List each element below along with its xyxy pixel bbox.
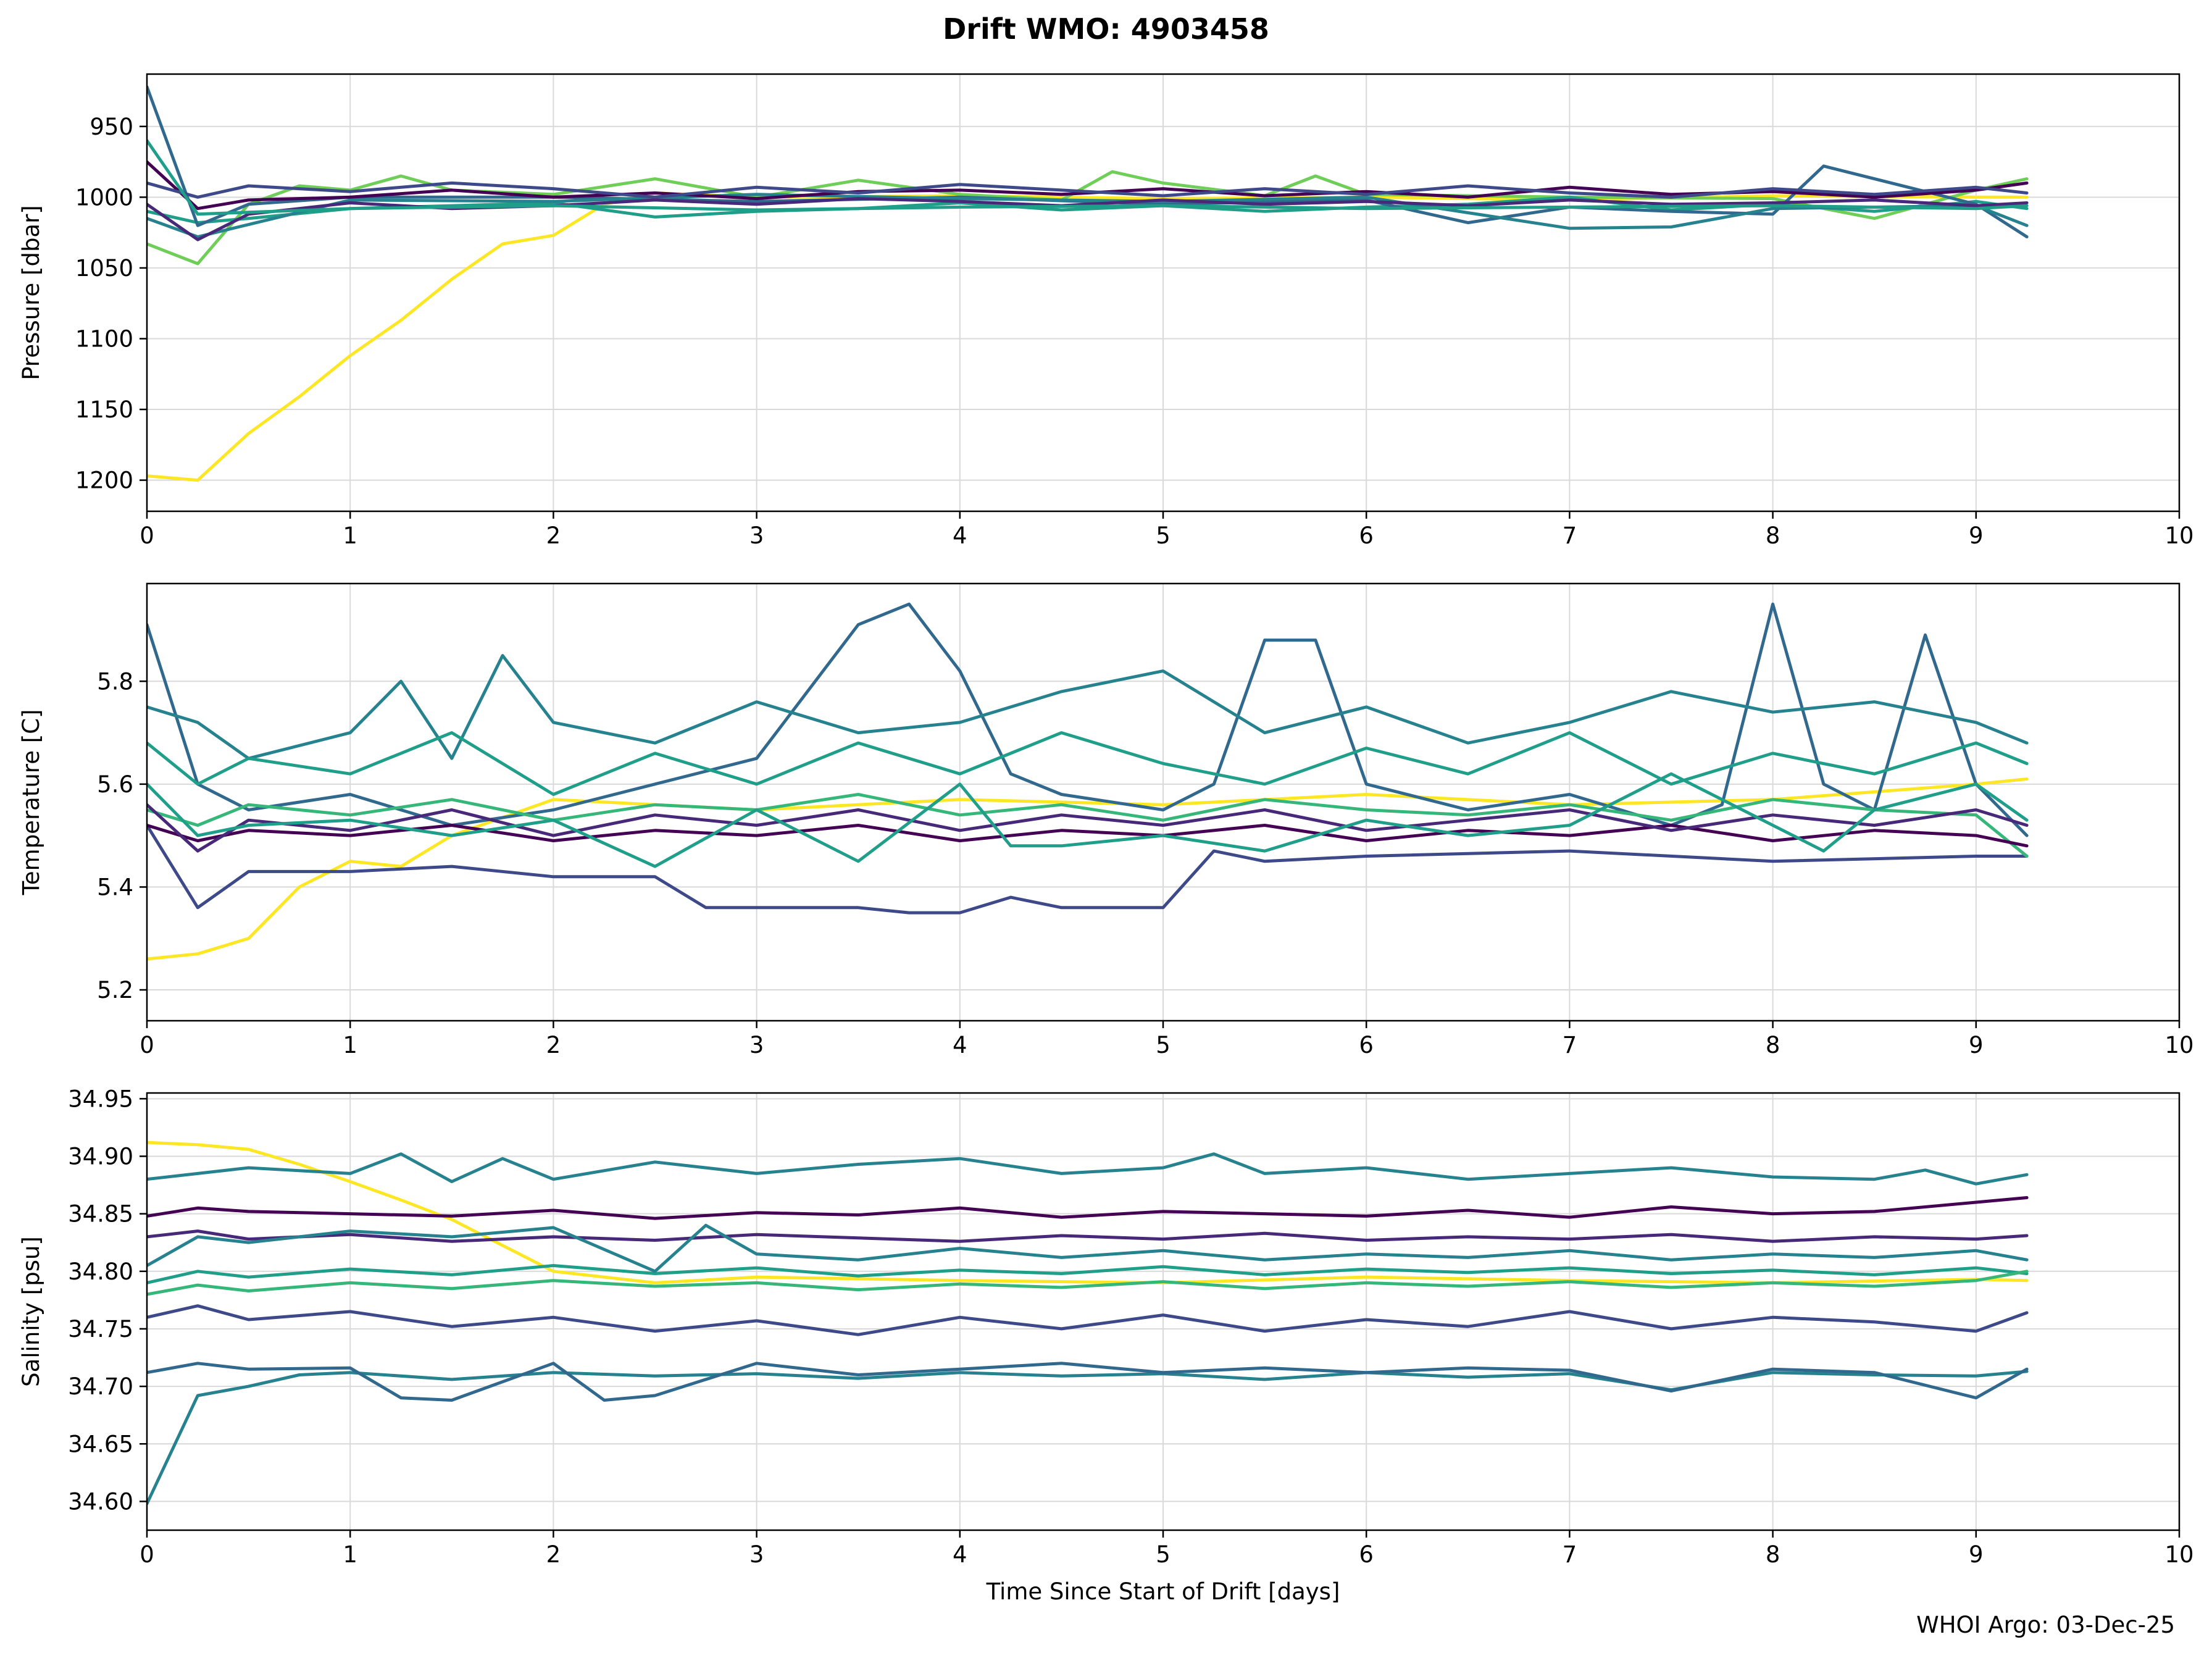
y-tick-label: 34.70 [68,1373,133,1400]
y-axis-label: Salinity [psu] [18,1236,44,1387]
y-axis-label: Pressure [dbar] [18,205,44,380]
x-tick-label: 8 [1766,1032,1780,1058]
series-line-5 [147,1196,2029,1220]
panel-3: 0 1 2 3 4 5 6 7 8 9 10 34.60 34.65 34.70 34.75 34.80 34.… [18,1086,2194,1605]
x-tick-label: 1 [343,522,357,549]
y-tick-label: 1000 [75,184,133,211]
y-tick-label: 5.8 [97,668,133,695]
series-line-9 [147,1270,2029,1296]
series-line-3 [147,602,2029,837]
series-line-9 [147,139,2029,216]
y-tick-label: 5.4 [97,874,133,900]
y-tick-label: 34.90 [68,1143,133,1170]
series-line-6 [147,1229,2029,1243]
series-group [147,602,2029,961]
series-line-4 [147,654,2029,760]
x-tick-label: 5 [1156,1541,1171,1568]
x-tick-label: 10 [2164,1541,2193,1568]
y-tick-label: 34.80 [68,1258,133,1285]
x-tick-label: 0 [140,522,154,549]
y-tick-label: 34.85 [68,1201,133,1228]
panel-1: 0 1 2 3 4 5 6 7 8 9 10 950 1000 1050 1100 1150 1200 Press… [18,73,2194,549]
x-tick-label: 0 [140,1032,154,1058]
series-line-2 [147,1370,2029,1505]
x-tick-label: 7 [1563,1541,1577,1568]
y-tick-label: 950 [90,114,133,140]
x-tick-label: 2 [546,522,561,549]
series-line-1 [147,191,2029,482]
y-tick-label: 1150 [75,396,133,423]
footer-credit: WHOI Argo: 03-Dec-25 [1916,1612,2175,1638]
x-tick-label: 8 [1766,522,1780,549]
series-line-10 [147,1223,2029,1273]
y-tick-label: 34.95 [68,1086,133,1112]
series-line-2 [147,170,2029,266]
series-line-8 [147,181,2029,199]
series-group [147,1141,2029,1505]
y-tick-label: 5.2 [97,977,133,1003]
x-tick-label: 4 [953,1032,967,1058]
x-tick-label: 9 [1969,522,1984,549]
y-tick-label: 34.75 [68,1316,133,1342]
series-group [147,85,2029,482]
x-tick-label: 1 [343,1541,357,1568]
x-tick-label: 3 [749,522,764,549]
x-axis-label: Time Since Start of Drift [days] [986,1578,1340,1605]
x-tick-label: 6 [1359,522,1374,549]
x-tick-label: 10 [2164,1032,2193,1058]
y-axis-label: Temperature [C] [18,710,44,896]
x-tick-label: 4 [953,1541,967,1568]
x-tick-label: 5 [1156,1032,1171,1058]
series-line-7 [147,1304,2029,1336]
series-line-2 [147,824,2029,915]
series-line-3 [147,1362,2029,1402]
x-tick-label: 10 [2164,522,2193,549]
x-tick-label: 8 [1766,1541,1780,1568]
series-line-4 [147,1152,2029,1186]
y-tick-label: 34.65 [68,1431,133,1457]
series-line-5 [147,731,2029,796]
x-tick-label: 3 [749,1541,764,1568]
series-line-5 [147,193,2029,238]
x-tick-label: 9 [1969,1541,1984,1568]
y-tick-label: 1200 [75,467,133,494]
series-line-8 [147,803,2029,853]
series-line-1 [147,1141,2029,1284]
x-tick-label: 9 [1969,1032,1984,1058]
figure-title: Drift WMO: 4903458 [943,12,1269,46]
x-tick-label: 6 [1359,1541,1374,1568]
x-tick-label: 4 [953,522,967,549]
series-line-9 [147,772,2029,868]
x-tick-label: 6 [1359,1032,1374,1058]
panel-2: 0 1 2 3 4 5 6 7 8 9 10 5.2 5.4 5.6 5.8 Temperature [C] [18,582,2194,1058]
y-tick-label: 1050 [75,255,133,282]
x-tick-label: 2 [546,1032,561,1058]
y-tick-label: 34.60 [68,1488,133,1515]
y-tick-label: 1100 [75,325,133,352]
series-line-7 [147,824,2029,848]
y-tick-label: 5.6 [97,771,133,798]
x-tick-label: 7 [1563,1032,1577,1058]
x-tick-label: 5 [1156,522,1171,549]
series-line-8 [147,1264,2029,1284]
x-tick-label: 1 [343,1032,357,1058]
x-tick-label: 7 [1563,522,1577,549]
x-tick-label: 2 [546,1541,561,1568]
x-tick-label: 0 [140,1541,154,1568]
x-tick-label: 3 [749,1032,764,1058]
